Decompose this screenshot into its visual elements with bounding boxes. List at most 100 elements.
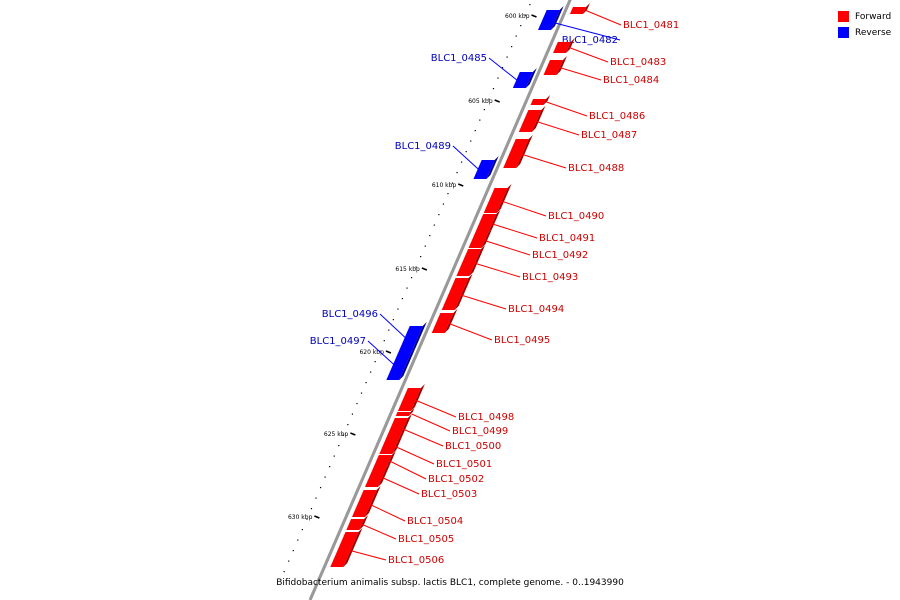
- ruler-dot: [410, 277, 413, 279]
- gene-BLC1_0495[interactable]: BLC1_0495: [431, 309, 551, 346]
- gene-BLC1_0496[interactable]: BLC1_0496: [322, 309, 427, 352]
- gene-label[interactable]: BLC1_0494: [508, 304, 564, 315]
- gene-body[interactable]: [538, 10, 560, 30]
- gene-label[interactable]: BLC1_0495: [494, 335, 550, 346]
- gene-label[interactable]: BLC1_0487: [581, 130, 637, 141]
- gene-body[interactable]: [483, 188, 508, 213]
- gene-body[interactable]: [512, 72, 533, 88]
- ruler-dot: [429, 235, 431, 237]
- gene-body[interactable]: [346, 519, 365, 530]
- gene-body[interactable]: [503, 139, 529, 168]
- gene-BLC1_0505[interactable]: BLC1_0505: [346, 515, 454, 545]
- gene-body[interactable]: [475, 214, 497, 233]
- gene-BLC1_0488[interactable]: BLC1_0488: [503, 135, 624, 174]
- gene-label[interactable]: BLC1_0483: [610, 57, 666, 68]
- gene-label[interactable]: BLC1_0493: [522, 272, 578, 283]
- gene-shade: [386, 451, 396, 467]
- ruler-dot: [333, 455, 335, 457]
- gene-label[interactable]: BLC1_0481: [623, 20, 679, 31]
- gene-label[interactable]: BLC1_0497: [310, 336, 366, 347]
- gene-shade: [486, 156, 499, 179]
- gene-BLC1_0503[interactable]: BLC1_0503: [364, 463, 477, 500]
- gene-label[interactable]: BLC1_0504: [407, 516, 463, 527]
- legend-label-forward: Forward: [855, 11, 892, 22]
- gene-label[interactable]: BLC1_0503: [421, 489, 477, 500]
- gene-leader: [519, 153, 567, 169]
- gene-BLC1_0498[interactable]: BLC1_0498: [397, 384, 514, 423]
- gene-label[interactable]: BLC1_0492: [532, 250, 588, 261]
- gene-BLC1_0493[interactable]: BLC1_0493: [456, 245, 578, 283]
- ruler-dot: [388, 329, 390, 331]
- ruler-dot: [442, 203, 445, 205]
- gene-BLC1_0499[interactable]: BLC1_0499: [395, 408, 509, 437]
- gene-body[interactable]: [385, 418, 408, 439]
- gene-BLC1_0502[interactable]: BLC1_0502: [373, 451, 485, 485]
- ruler-label: 625 kbp: [324, 431, 349, 438]
- gene-BLC1_0487[interactable]: BLC1_0487: [518, 106, 637, 141]
- gene-body[interactable]: [330, 532, 359, 567]
- gene-BLC1_0494[interactable]: BLC1_0494: [441, 274, 565, 315]
- gene-leader: [411, 413, 451, 432]
- gene-label[interactable]: BLC1_0491: [539, 233, 595, 244]
- gene-label[interactable]: BLC1_0499: [452, 426, 508, 437]
- gene-BLC1_0481[interactable]: BLC1_0481: [569, 3, 679, 31]
- gene-body[interactable]: [473, 160, 495, 179]
- gene-BLC1_0490[interactable]: BLC1_0490: [483, 184, 605, 222]
- gene-label[interactable]: BLC1_0484: [603, 75, 659, 86]
- gene-BLC1_0482[interactable]: BLC1_0482: [538, 6, 621, 46]
- gene-body[interactable]: [364, 467, 387, 487]
- gene-label[interactable]: BLC1_0501: [436, 459, 492, 470]
- ruler-dot: [488, 98, 490, 100]
- gene-label[interactable]: BLC1_0486: [589, 111, 645, 122]
- gene-label[interactable]: BLC1_0505: [398, 534, 454, 545]
- gene-BLC1_0492[interactable]: BLC1_0492: [468, 229, 589, 261]
- gene-body[interactable]: [569, 7, 586, 14]
- legend: Forward Reverse: [838, 9, 891, 41]
- gene-BLC1_0506[interactable]: BLC1_0506: [330, 528, 444, 567]
- gene-body[interactable]: [386, 352, 412, 380]
- ruler-dot: [524, 14, 526, 16]
- ruler-label: 620 kbp: [359, 349, 384, 356]
- gene-body[interactable]: [431, 313, 454, 333]
- gene-BLC1_0489[interactable]: BLC1_0489: [395, 141, 499, 179]
- gene-BLC1_0497[interactable]: BLC1_0497: [310, 336, 416, 380]
- gene-BLC1_0483[interactable]: BLC1_0483: [553, 38, 666, 68]
- gene-label[interactable]: BLC1_0482: [562, 35, 618, 46]
- gene-label[interactable]: BLC1_0502: [428, 474, 484, 485]
- gene-label[interactable]: BLC1_0496: [322, 309, 378, 320]
- gene-BLC1_0485[interactable]: BLC1_0485: [431, 53, 537, 88]
- gene-label[interactable]: BLC1_0485: [431, 53, 487, 64]
- gene-body[interactable]: [441, 278, 469, 310]
- gene-shade: [488, 210, 501, 233]
- gene-leader: [585, 10, 622, 26]
- gene-BLC1_0486[interactable]: BLC1_0486: [530, 95, 646, 122]
- gene-body[interactable]: [456, 249, 482, 276]
- gene-body[interactable]: [518, 110, 542, 132]
- gene-leader: [395, 446, 435, 465]
- gene-label[interactable]: BLC1_0488: [568, 163, 624, 174]
- gene-label[interactable]: BLC1_0490: [548, 211, 604, 222]
- gene-shade: [444, 309, 458, 333]
- gene-BLC1_0500[interactable]: BLC1_0500: [385, 414, 501, 452]
- gene-body[interactable]: [395, 412, 411, 416]
- gene-BLC1_0501[interactable]: BLC1_0501: [379, 435, 492, 470]
- gene-BLC1_0504[interactable]: BLC1_0504: [351, 486, 463, 527]
- ruler-dot: [392, 319, 394, 321]
- ruler-dot: [342, 434, 344, 436]
- gene-label[interactable]: BLC1_0498: [458, 412, 514, 423]
- gene-body[interactable]: [351, 490, 377, 517]
- gene-leader: [401, 428, 444, 447]
- gene-body[interactable]: [397, 388, 421, 411]
- gene-body[interactable]: [553, 42, 571, 53]
- gene-leader: [379, 313, 408, 340]
- gene-BLC1_0484[interactable]: BLC1_0484: [543, 56, 660, 86]
- gene-label[interactable]: BLC1_0500: [445, 441, 501, 452]
- ruler-dot: [292, 550, 294, 552]
- gene-body[interactable]: [398, 326, 423, 352]
- gene-BLC1_0491[interactable]: BLC1_0491: [475, 210, 595, 244]
- gene-label[interactable]: BLC1_0489: [395, 141, 451, 152]
- gene-label[interactable]: BLC1_0506: [388, 555, 444, 566]
- gene-body[interactable]: [530, 99, 547, 105]
- gene-body[interactable]: [373, 455, 392, 467]
